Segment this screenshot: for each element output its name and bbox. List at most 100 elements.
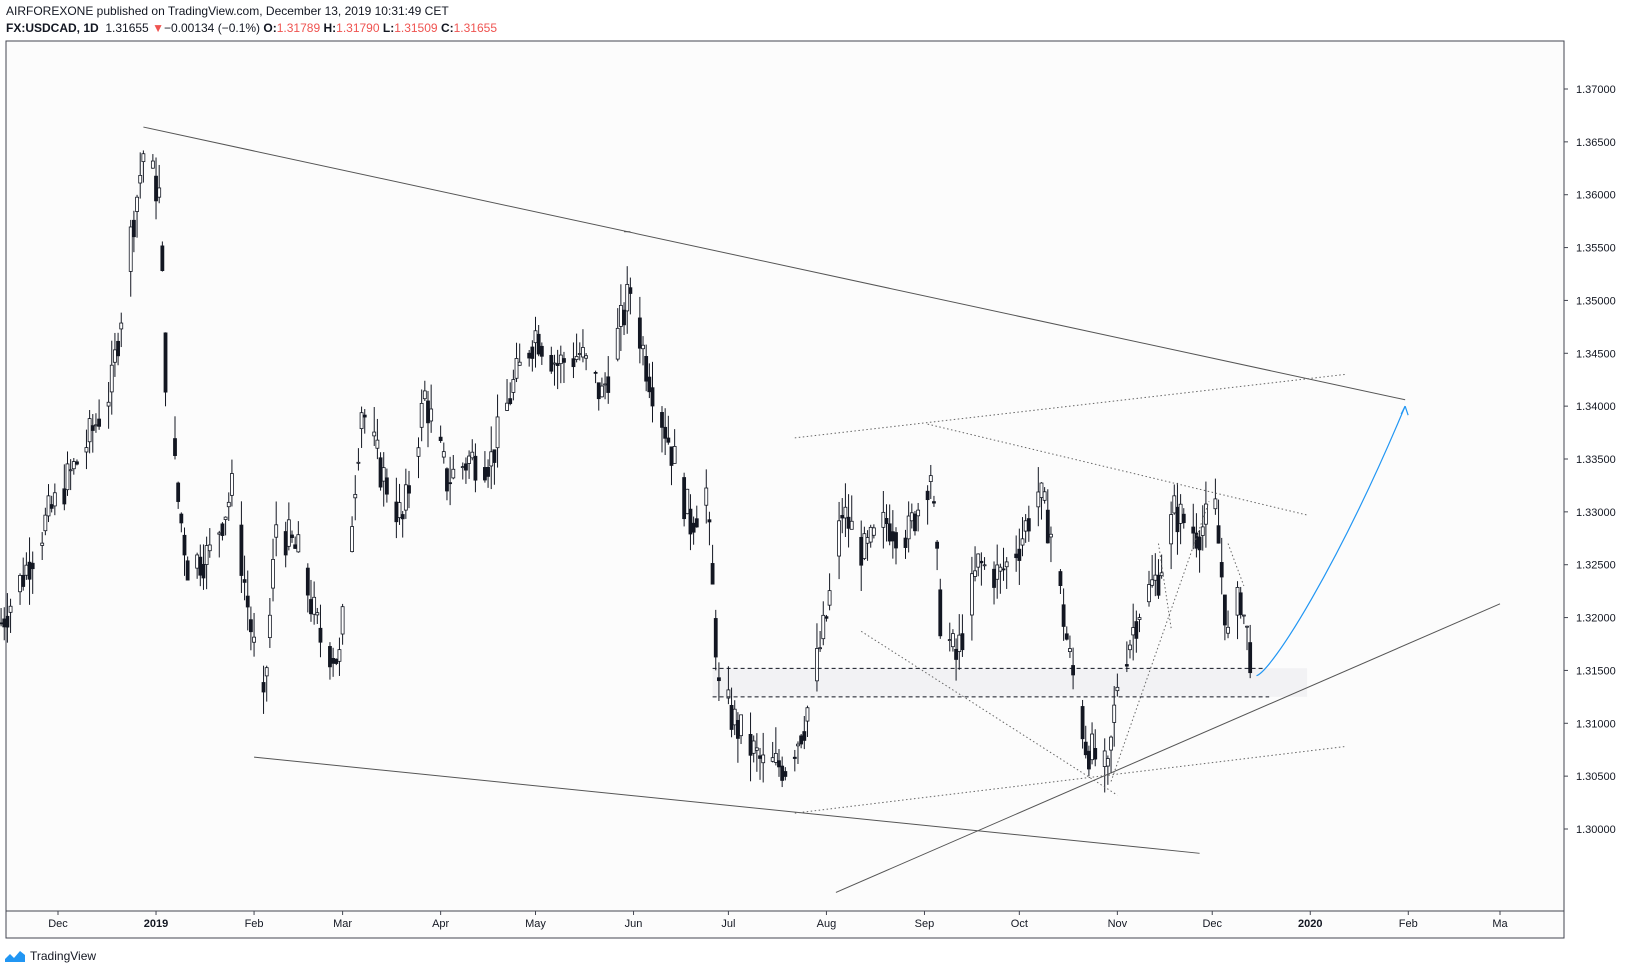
candle-body: [217, 532, 222, 535]
candle: [464, 457, 468, 484]
candle-body: [1241, 614, 1246, 617]
candle-body: [230, 473, 234, 496]
candle-body: [340, 606, 345, 635]
candle: [350, 516, 354, 553]
candle-body: [780, 765, 785, 781]
candle-body: [30, 562, 35, 570]
candle: [536, 324, 541, 357]
candle-body: [802, 731, 807, 741]
candle-body: [309, 599, 313, 615]
candle: [660, 406, 664, 453]
candle-body: [1058, 571, 1063, 586]
candle-body: [97, 418, 102, 427]
trendline-dotted: [927, 423, 1308, 516]
candle: [245, 570, 250, 631]
candle-body: [492, 449, 497, 463]
candle-body: [416, 447, 421, 457]
candle-body: [318, 627, 323, 643]
candle: [707, 511, 712, 546]
candle-body: [1222, 594, 1227, 626]
candle-body: [1109, 736, 1113, 751]
candle: [135, 194, 139, 238]
candle-body: [296, 534, 301, 553]
candle-body: [1238, 592, 1243, 615]
candle-body: [267, 614, 272, 639]
y-tick-label: 1.36500: [1576, 137, 1616, 149]
candle-body: [65, 463, 70, 491]
candle: [593, 370, 598, 384]
candle-body: [685, 488, 690, 515]
candle-body: [881, 511, 886, 528]
candle: [1156, 559, 1161, 599]
candle: [1169, 501, 1174, 570]
candle-body: [286, 519, 291, 547]
candle: [1042, 487, 1047, 504]
candle-body: [1017, 548, 1022, 561]
candle-body: [1248, 642, 1253, 674]
candle: [1058, 569, 1063, 594]
candle: [704, 469, 709, 524]
candle: [328, 642, 332, 680]
candle-body: [1191, 526, 1196, 534]
candle: [815, 623, 819, 692]
candle-body: [451, 468, 456, 479]
y-tick-label: 1.32000: [1576, 613, 1616, 625]
candle: [641, 336, 645, 366]
candle: [1128, 639, 1132, 659]
candle-body: [938, 589, 943, 637]
candle-body: [618, 304, 623, 327]
plot-area[interactable]: [5, 40, 1565, 939]
candle-body: [637, 317, 642, 349]
candle-body: [0, 622, 3, 625]
candle-body: [470, 451, 475, 459]
candle-body: [438, 436, 443, 441]
candle-body: [283, 531, 288, 556]
candle: [751, 735, 756, 763]
candle-body: [1216, 525, 1221, 544]
candle-body: [849, 520, 854, 530]
candle: [315, 607, 320, 625]
last-price: 1.31655: [105, 21, 149, 35]
x-tick-label: Feb: [245, 918, 264, 930]
candle: [1200, 505, 1205, 551]
candle: [163, 332, 168, 407]
candle: [40, 532, 45, 560]
candle-body: [441, 451, 446, 458]
candle-body: [770, 757, 775, 762]
candle-body: [603, 383, 607, 386]
candle: [973, 546, 977, 582]
candle-body: [1219, 562, 1224, 578]
candle-body: [1068, 648, 1072, 653]
x-tick-label: Aug: [817, 918, 837, 930]
candle: [682, 472, 687, 527]
candle-body: [549, 354, 554, 372]
candle-body: [1080, 706, 1085, 740]
candle-body: [641, 344, 645, 350]
candle: [754, 733, 759, 772]
candle-body: [62, 488, 67, 505]
candle-body: [84, 447, 89, 453]
candle: [242, 555, 247, 601]
y-tick-label: 1.31000: [1576, 718, 1616, 730]
candle: [375, 418, 380, 460]
candle: [688, 494, 693, 551]
tradingview-brand[interactable]: TradingView: [4, 949, 96, 963]
trendline-dotted: [1110, 501, 1210, 782]
trendline-solid: [254, 756, 1200, 854]
candle: [43, 507, 48, 536]
candle: [1222, 594, 1227, 641]
candle: [894, 527, 898, 565]
candle: [220, 522, 225, 541]
candle-body: [1112, 704, 1117, 723]
open-value: 1.31789: [276, 21, 321, 35]
candle-body: [581, 347, 585, 358]
candle-body: [821, 614, 826, 640]
candle-body: [220, 523, 225, 536]
candle: [179, 512, 184, 533]
candle-body: [407, 485, 411, 494]
candle: [160, 241, 165, 272]
candle: [761, 732, 766, 783]
open-label: O:: [263, 21, 277, 35]
candle: [713, 609, 718, 671]
